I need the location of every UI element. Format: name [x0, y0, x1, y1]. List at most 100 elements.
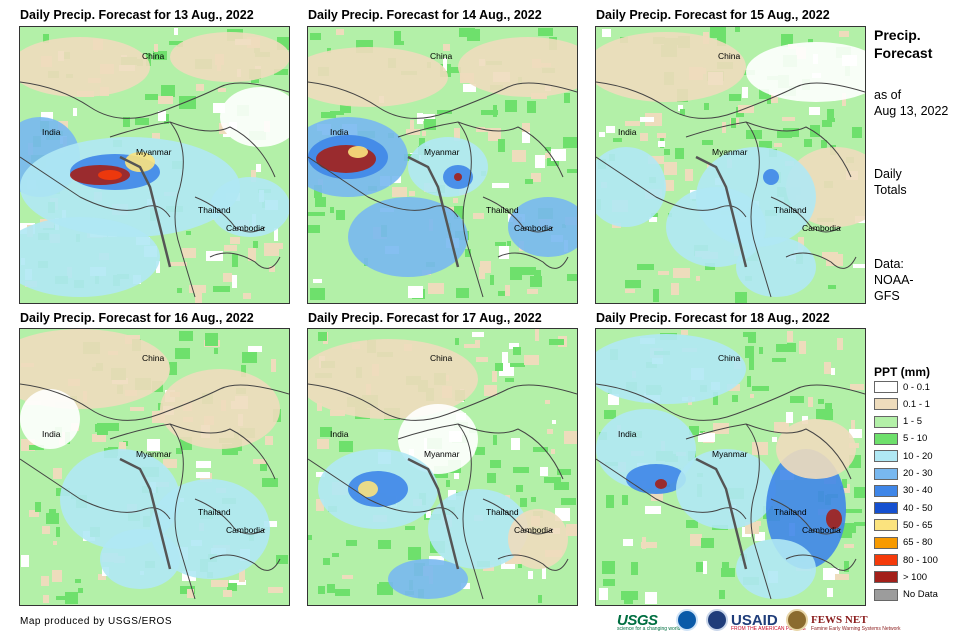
precip-cell	[671, 283, 679, 295]
map-canvas: China India Myanmar Thailand Cambodia	[308, 27, 577, 303]
precip-cell	[98, 574, 106, 580]
legend-label: 20 - 30	[903, 468, 933, 479]
precip-cell	[426, 511, 431, 518]
precip-cell	[567, 169, 577, 173]
country-border	[596, 81, 865, 119]
country-border	[308, 383, 577, 421]
legend-swatch	[874, 588, 898, 601]
precip-cell	[56, 596, 67, 600]
forecast-map-16-aug: China India Myanmar Thailand Cambodia	[19, 328, 290, 606]
legend-swatch	[874, 554, 898, 566]
precip-cell	[686, 520, 698, 528]
legend-item: 5 - 10	[874, 432, 927, 446]
legend-item: 20 - 30	[874, 467, 933, 481]
usgs-logo-text: USGS	[617, 611, 658, 629]
country-border	[169, 423, 276, 480]
precip-cell	[731, 118, 736, 128]
precip-cell	[822, 120, 832, 127]
precip-area	[388, 559, 468, 599]
coastline	[695, 457, 748, 570]
precip-cell	[196, 461, 211, 468]
precip-cell	[752, 386, 769, 391]
precip-cell	[223, 273, 232, 282]
precip-cell	[446, 480, 450, 487]
precip-cell	[538, 595, 542, 603]
precip-cell	[186, 231, 191, 235]
precip-cell	[622, 495, 628, 505]
precip-cell	[522, 123, 530, 132]
precip-cell	[378, 540, 391, 549]
precip-cell	[551, 149, 566, 161]
precip-area	[98, 170, 122, 180]
precip-cell	[640, 117, 654, 122]
precip-cell	[274, 69, 288, 75]
map-canvas: China India Myanmar Thailand Cambodia	[20, 27, 289, 303]
fews-net-globe-icon	[786, 609, 808, 631]
precip-cell	[187, 589, 194, 598]
country-border	[109, 423, 196, 600]
precip-cell	[631, 562, 638, 575]
precip-cell	[839, 31, 849, 37]
precip-cell	[205, 333, 218, 346]
precip-cell	[495, 242, 506, 246]
data-line: Data:	[874, 257, 904, 271]
usaid-seal-icon	[706, 609, 728, 631]
precip-cell	[169, 362, 177, 375]
precip-cell	[771, 93, 778, 103]
precip-cell	[182, 248, 196, 258]
legend-label: 30 - 40	[903, 485, 933, 497]
country-border	[397, 423, 484, 600]
precip-cell	[264, 521, 277, 527]
precip-cell	[850, 384, 864, 390]
precip-cell	[525, 179, 533, 184]
precip-cell	[499, 246, 509, 259]
precip-cell	[625, 280, 641, 288]
precip-cell	[642, 537, 646, 549]
precip-cell	[658, 141, 665, 147]
country-border	[685, 121, 772, 298]
precip-cell	[722, 122, 726, 133]
precip-cell	[49, 509, 56, 514]
precip-cell	[710, 27, 726, 38]
coastline	[119, 457, 172, 570]
precip-cell	[545, 147, 551, 151]
precip-cell	[772, 437, 777, 442]
precip-cell	[469, 31, 477, 41]
precip-cell	[242, 352, 257, 363]
coastline	[407, 457, 460, 570]
precip-cell	[505, 378, 514, 382]
precip-area	[454, 173, 462, 181]
precip-cell	[698, 433, 715, 442]
precip-cell	[502, 352, 508, 365]
country-border	[194, 498, 266, 535]
precip-area	[508, 509, 568, 569]
precip-cell	[608, 394, 619, 405]
precip-cell	[625, 121, 640, 126]
country-border	[209, 252, 281, 269]
precip-cell	[599, 132, 605, 137]
precip-cell	[563, 137, 577, 148]
precip-cell	[472, 332, 484, 337]
precip-cell	[790, 396, 804, 403]
precip-cell	[315, 197, 326, 207]
precip-cell	[424, 119, 436, 130]
precip-cell	[641, 542, 657, 548]
legend-item: 30 - 40	[874, 484, 933, 498]
precip-cell	[459, 28, 475, 37]
precip-cell	[428, 283, 444, 294]
precip-cell	[602, 561, 615, 574]
precip-cell	[394, 31, 401, 42]
precip-cell	[664, 180, 674, 191]
fews-net-tagline: Famine Early Warning Systems Network	[811, 626, 901, 632]
precip-cell	[227, 583, 237, 591]
precip-cell	[73, 108, 77, 116]
precip-cell	[501, 560, 515, 569]
precip-cell	[621, 591, 638, 600]
precip-cell	[842, 479, 847, 488]
country-border	[397, 121, 484, 298]
precip-cell	[248, 346, 262, 352]
precip-cell	[752, 442, 768, 455]
country-border	[308, 458, 459, 520]
precip-cell	[408, 286, 423, 298]
precip-cell	[271, 359, 276, 372]
